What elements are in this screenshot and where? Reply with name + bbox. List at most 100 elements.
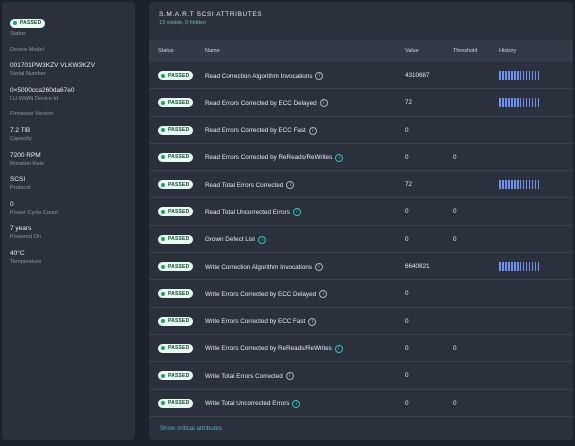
device-info-value: Firmware Version	[10, 111, 54, 118]
status-dot-icon	[161, 401, 165, 406]
table-row[interactable]: PASSED Write Total Uncorrected Errors i 0 0	[149, 390, 573, 417]
device-info-item: Device Model	[10, 46, 127, 54]
col-threshold[interactable]: Threshold	[453, 48, 478, 54]
history-bar	[504, 98, 507, 108]
history-bar	[522, 262, 525, 272]
info-icon[interactable]: i	[286, 181, 295, 190]
history-bar	[525, 71, 528, 80]
device-info-item: SCSI Protocol	[10, 175, 127, 192]
history-bar	[510, 262, 513, 272]
attribute-threshold: 0	[453, 235, 457, 243]
history-bar	[525, 98, 528, 108]
attribute-name: Read Total Uncorrected Errors i	[205, 208, 301, 217]
history-bar	[522, 98, 525, 108]
attribute-name: Read Errors Corrected by ReReads/ReWrite…	[205, 153, 344, 162]
status-dot-icon	[161, 237, 165, 242]
status-dot-icon	[161, 373, 165, 378]
table-row[interactable]: PASSED Read Errors Corrected by ECC Delay…	[149, 89, 573, 117]
device-info-label: LU WWN Device Id	[10, 95, 59, 102]
history-bar	[516, 262, 519, 272]
history-sparkline[interactable]	[499, 98, 541, 108]
history-bar	[528, 71, 531, 80]
device-info-label: Power Cycle Count	[10, 209, 58, 216]
status-dot-icon	[161, 100, 165, 105]
smart-attributes-panel: S.M.A.R.T SCSI ATTRIBUTES 13 visible, 0 …	[149, 2, 573, 440]
history-sparkline[interactable]	[499, 71, 541, 80]
status-badge: PASSED	[10, 18, 46, 28]
table-row[interactable]: PASSED Grown Defect List i 0 0	[149, 226, 573, 254]
info-icon[interactable]: i	[314, 263, 323, 272]
attribute-value: 4310687	[405, 72, 430, 79]
col-name[interactable]: Name	[205, 48, 220, 54]
info-icon[interactable]: i	[292, 399, 301, 408]
attribute-value: 0	[405, 399, 409, 407]
table-row[interactable]: PASSED Read Total Errors Corrected i 72	[149, 171, 573, 199]
attribute-value: 0	[405, 372, 409, 380]
history-bar	[510, 180, 513, 190]
table-row[interactable]: PASSED Write Correction Algorithm Invocat…	[149, 253, 573, 281]
table-row[interactable]: PASSED Write Total Errors Corrected i 0	[149, 362, 573, 390]
attribute-value: 0	[405, 153, 409, 161]
history-bar	[499, 180, 501, 190]
status-dot-icon	[161, 155, 165, 160]
device-info-value: 7 years	[10, 225, 32, 233]
history-bar	[531, 180, 534, 190]
history-bar	[522, 71, 525, 80]
col-history[interactable]: History	[499, 48, 517, 54]
info-icon[interactable]: i	[308, 317, 317, 326]
history-bar	[510, 71, 513, 80]
table-row[interactable]: PASSED Read Errors Corrected by ReReads/R…	[149, 144, 573, 172]
history-bar	[525, 180, 528, 190]
table-row[interactable]: PASSED Write Errors Corrected by ECC Fast…	[149, 308, 573, 335]
info-icon[interactable]: i	[315, 72, 324, 80]
passed-badge: PASSED	[158, 289, 194, 299]
show-critical-link[interactable]: Show critical attributes	[160, 425, 222, 432]
attribute-name: Read Total Errors Corrected i	[205, 181, 295, 190]
history-bar	[499, 262, 501, 272]
passed-badge: PASSED	[158, 343, 194, 353]
passed-badge: PASSED	[158, 316, 194, 326]
passed-badge: PASSED	[158, 152, 194, 162]
info-icon[interactable]: i	[335, 153, 344, 162]
history-bar	[513, 262, 516, 272]
history-bar	[519, 98, 522, 108]
status-label: Status	[10, 31, 26, 37]
status-dot-icon	[161, 209, 165, 214]
device-info-item: 40°C Temperature	[10, 249, 127, 266]
table-row[interactable]: PASSED Read Total Uncorrected Errors i 0 0	[149, 198, 573, 226]
history-bar	[516, 71, 519, 80]
attribute-threshold: 0	[453, 344, 457, 352]
table-row[interactable]: PASSED Write Errors Corrected by ECC Dela…	[149, 280, 573, 308]
info-icon[interactable]: i	[319, 99, 328, 108]
attribute-threshold: 0	[453, 153, 457, 161]
attribute-name: Write Correction Algorithm Invocations i	[205, 263, 323, 272]
table-row[interactable]: PASSED Read Correction Algorithm Invocati…	[149, 62, 573, 90]
info-icon[interactable]: i	[292, 208, 301, 217]
device-info-value: SCSI	[10, 176, 26, 184]
history-bar	[528, 98, 531, 108]
info-icon[interactable]: i	[334, 344, 343, 353]
device-info-value: 7.2 TiB	[10, 126, 31, 134]
info-icon[interactable]: i	[285, 372, 294, 381]
info-icon[interactable]: i	[319, 290, 328, 299]
info-icon[interactable]: i	[308, 126, 317, 135]
history-bar	[513, 180, 516, 190]
device-info-item: 001701PW3KZV VLKW3KZV Serial Number	[10, 61, 127, 78]
history-bar	[531, 262, 534, 272]
attributes-table: PASSED Read Correction Algorithm Invocati…	[149, 62, 573, 417]
history-sparkline[interactable]	[499, 262, 541, 272]
history-bar	[501, 98, 504, 108]
table-row[interactable]: PASSED Read Errors Corrected by ECC Fast i…	[149, 117, 573, 144]
history-sparkline[interactable]	[499, 180, 541, 190]
history-bar	[528, 180, 531, 190]
passed-badge: PASSED	[158, 71, 194, 80]
status-dot-icon	[161, 128, 165, 133]
info-icon[interactable]: i	[258, 235, 267, 244]
history-bar	[537, 180, 540, 190]
col-value[interactable]: Value	[405, 48, 419, 54]
col-status[interactable]: Status	[158, 48, 174, 54]
device-info-value: Device Model	[10, 46, 44, 53]
device-info-label: Temperature	[10, 258, 42, 265]
table-row[interactable]: PASSED Write Errors Corrected by ReReads/…	[149, 335, 573, 363]
history-bar	[522, 180, 525, 190]
